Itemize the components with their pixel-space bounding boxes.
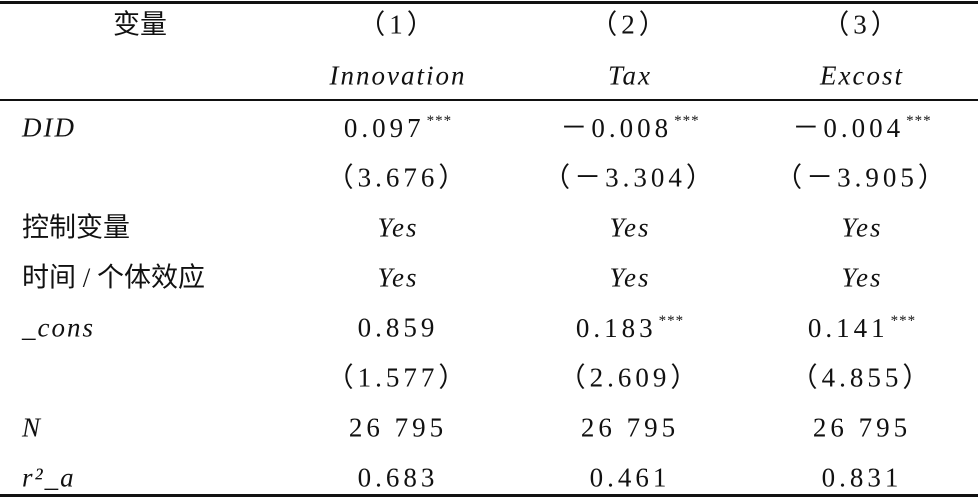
cell: Yes xyxy=(377,262,419,293)
cell: 26 795 xyxy=(348,412,448,443)
cell-value: Yes xyxy=(841,262,883,293)
row-label: 时间 / 个体效应 xyxy=(22,262,206,293)
header-cell: （2） xyxy=(590,9,670,40)
cell: 0.859 xyxy=(357,312,439,343)
row-label: _cons xyxy=(22,312,95,343)
cell-value: 0.183 xyxy=(575,313,657,343)
cell-value: 26 795 xyxy=(348,412,448,443)
cell-value: （1.577） xyxy=(326,362,470,393)
subheader-cell: Innovation xyxy=(329,60,467,91)
cell-value: （－3.905） xyxy=(775,162,949,193)
significance-stars: *** xyxy=(906,113,932,129)
header-cell: （3） xyxy=(822,9,902,40)
cell: Yes xyxy=(841,212,883,243)
significance-stars: *** xyxy=(658,313,685,329)
cell: 0.183 *** xyxy=(576,314,684,342)
cell-value: 0.831 xyxy=(821,462,903,493)
cell: 0.097 *** xyxy=(344,114,452,142)
cell: Yes xyxy=(377,212,419,243)
cell-value: Yes xyxy=(609,262,651,293)
significance-stars: *** xyxy=(426,113,453,129)
cell: （1.577） xyxy=(326,362,470,393)
significance-stars: *** xyxy=(674,113,700,129)
cell: －0.008 *** xyxy=(560,114,699,142)
cell: （3.676） xyxy=(326,162,470,193)
bottom-rule xyxy=(0,494,978,497)
row-label: 控制变量 xyxy=(22,212,130,243)
cell: 26 795 xyxy=(812,412,912,443)
header-cell: 变量 xyxy=(113,9,167,40)
cell: （－3.304） xyxy=(543,162,717,193)
mid-rule xyxy=(0,99,978,101)
cell-value: 0.141 xyxy=(807,313,889,343)
cell-value: 0.683 xyxy=(357,462,439,493)
subheader-cell: Tax xyxy=(607,60,653,91)
cell: －0.004 *** xyxy=(792,114,931,142)
cell-value: Yes xyxy=(609,212,651,243)
cell: 0.461 xyxy=(589,462,671,493)
cell: Yes xyxy=(609,212,651,243)
cell-value: 26 795 xyxy=(580,412,680,443)
cell: 0.141 *** xyxy=(808,314,916,342)
cell: 26 795 xyxy=(580,412,680,443)
cell: Yes xyxy=(841,262,883,293)
cell-value: Yes xyxy=(377,212,419,243)
cell-value: Yes xyxy=(377,262,419,293)
subheader-cell: Excost xyxy=(820,60,904,91)
cell: （2.609） xyxy=(558,362,702,393)
cell: 0.683 xyxy=(357,462,439,493)
cell-value: （－3.304） xyxy=(543,162,717,193)
cell: 0.831 xyxy=(821,462,903,493)
cell-value: －0.004 xyxy=(792,113,905,143)
cell-value: （3.676） xyxy=(326,162,470,193)
cell: Yes xyxy=(609,262,651,293)
row-label: N xyxy=(22,412,43,443)
header-cell: （1） xyxy=(358,9,438,40)
cell-value: －0.008 xyxy=(560,113,673,143)
row-label: r²_a xyxy=(22,462,76,493)
cell-value: 0.097 xyxy=(343,113,425,143)
row-label: DID xyxy=(22,112,76,143)
cell-value: （4.855） xyxy=(790,362,934,393)
cell-value: 26 795 xyxy=(812,412,912,443)
cell-value: 0.461 xyxy=(589,462,671,493)
cell-value: 0.859 xyxy=(357,312,439,343)
cell: （－3.905） xyxy=(775,162,949,193)
cell-value: （2.609） xyxy=(558,362,702,393)
cell: （4.855） xyxy=(790,362,934,393)
significance-stars: *** xyxy=(890,313,917,329)
cell-value: Yes xyxy=(841,212,883,243)
top-rule xyxy=(0,1,978,4)
